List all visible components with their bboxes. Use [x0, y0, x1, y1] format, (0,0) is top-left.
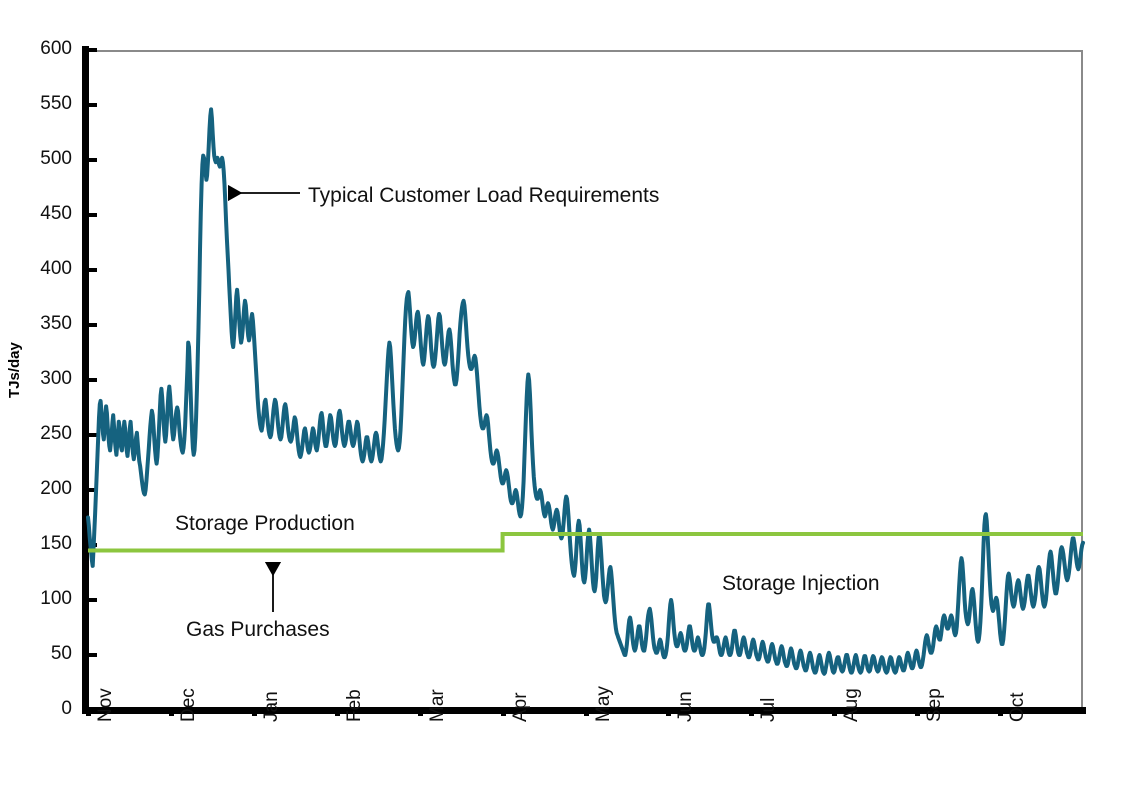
x-tick-mark	[417, 707, 423, 716]
x-tick-mark	[168, 707, 174, 716]
x-tick-mark	[251, 707, 257, 716]
y-tick-label: 50	[50, 643, 72, 664]
y-tick-mark	[89, 103, 97, 107]
y-tick-label: 500	[40, 148, 72, 169]
y-tick-mark	[89, 378, 97, 382]
y-tick-label: 550	[40, 93, 72, 114]
y-tick-mark	[89, 653, 97, 657]
y-tick-label: 250	[40, 423, 72, 444]
plot-area	[88, 50, 1083, 710]
y-axis-line	[82, 46, 89, 714]
y-tick-label: 150	[40, 533, 72, 554]
y-tick-mark	[89, 323, 97, 327]
y-tick-mark	[89, 48, 97, 52]
y-tick-mark	[89, 268, 97, 272]
x-tick-mark	[915, 707, 921, 716]
y-tick-label: 350	[40, 313, 72, 334]
y-tick-mark	[89, 488, 97, 492]
x-tick-mark	[86, 707, 91, 716]
y-tick-label: 100	[40, 588, 72, 609]
y-tick-label: 300	[40, 368, 72, 389]
annotation-typical-customer-load: Typical Customer Load Requirements	[308, 184, 660, 207]
x-tick-mark	[998, 707, 1004, 716]
y-tick-mark	[89, 598, 97, 602]
y-tick-label: 0	[61, 698, 72, 719]
x-tick-mark	[749, 707, 755, 716]
y-tick-mark	[89, 158, 97, 162]
y-tick-label: 200	[40, 478, 72, 499]
series-gas-purchases	[88, 532, 1083, 553]
x-tick-mark	[583, 707, 589, 716]
annotation-storage-production: Storage Production	[175, 512, 355, 535]
y-tick-mark	[89, 213, 97, 217]
annotation-storage-injection: Storage Injection	[722, 572, 880, 595]
x-tick-mark	[334, 707, 340, 716]
y-tick-label: 600	[40, 38, 72, 59]
y-tick-mark	[89, 433, 97, 437]
x-tick-mark	[832, 707, 838, 716]
annotation-gas-purchases: Gas Purchases	[186, 618, 330, 641]
y-tick-label: 400	[40, 258, 72, 279]
x-tick-mark	[500, 707, 506, 716]
y-tick-mark	[89, 708, 97, 712]
x-tick-mark	[666, 707, 672, 716]
y-tick-label: 450	[40, 203, 72, 224]
series-typical-customer-load	[86, 107, 1085, 676]
